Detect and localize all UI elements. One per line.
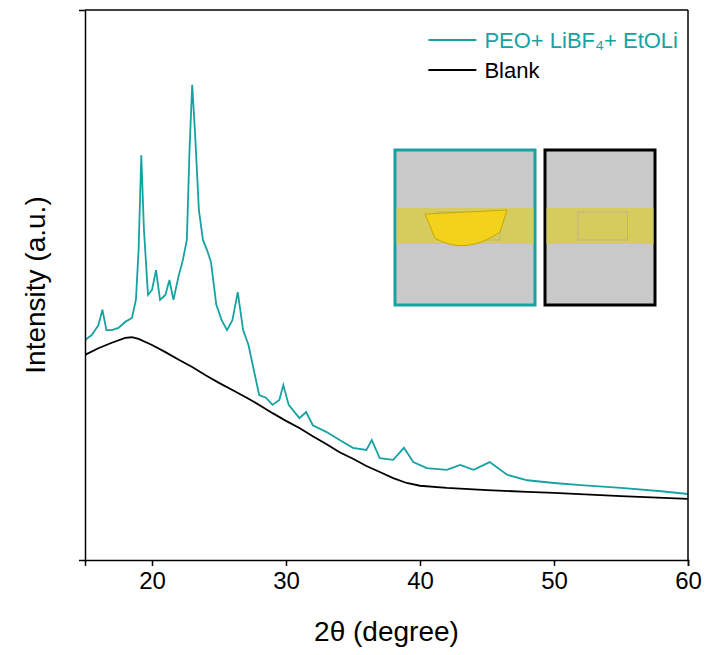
x-tick-mark <box>554 560 556 566</box>
legend-label: Blank <box>484 58 540 83</box>
series-line <box>85 85 688 494</box>
series-line <box>85 337 688 499</box>
y-axis-line <box>79 11 86 561</box>
photo <box>545 150 655 305</box>
legend-swatch <box>428 69 476 71</box>
photo-frame <box>545 150 655 305</box>
y-axis-title: Intensity (a.u.) <box>20 196 51 373</box>
y-axis <box>79 11 86 561</box>
film <box>425 210 507 246</box>
frame-right <box>687 10 689 560</box>
x-tick: 40 <box>407 560 434 594</box>
legend-label: PEO+ LiBF₄+ EtOLi <box>484 28 678 53</box>
x-tick-mark <box>688 560 690 566</box>
x-tick: 50 <box>541 560 568 594</box>
legend: PEO+ LiBF₄+ EtOLi Blank <box>428 28 678 83</box>
substrate <box>578 212 628 240</box>
x-tick-mark <box>152 560 154 566</box>
x-axis-title: 2θ (degree) <box>314 616 459 647</box>
x-axis: 20 30 40 50 60 <box>86 560 702 594</box>
x-tick-label: 50 <box>541 567 568 594</box>
x-tick-mark <box>286 560 288 566</box>
chart: 20 30 40 50 60 PEO+ LiBF₄+ EtOLi Blank 2θ (degr… <box>0 0 710 655</box>
x-tick-label: 30 <box>273 567 300 594</box>
x-axis-line <box>86 561 689 567</box>
photo <box>395 150 535 305</box>
x-tick: 30 <box>273 560 300 594</box>
photo-frame <box>395 150 535 305</box>
x-tick-label: 20 <box>139 567 166 594</box>
legend-item: Blank <box>428 58 540 83</box>
x-tick-label: 60 <box>675 567 702 594</box>
x-tick-label: 40 <box>407 567 434 594</box>
legend-item: PEO+ LiBF₄+ EtOLi <box>428 28 678 53</box>
tape <box>547 208 654 244</box>
frame-top <box>85 9 688 11</box>
lines <box>85 85 688 499</box>
x-tick-mark <box>420 560 422 566</box>
x-tick: 60 <box>675 560 702 594</box>
inset-photos <box>395 150 655 305</box>
x-tick: 20 <box>139 560 166 594</box>
legend-swatch <box>428 39 476 41</box>
plot: 20 30 40 50 60 PEO+ LiBF₄+ EtOLi Blank <box>79 10 702 594</box>
